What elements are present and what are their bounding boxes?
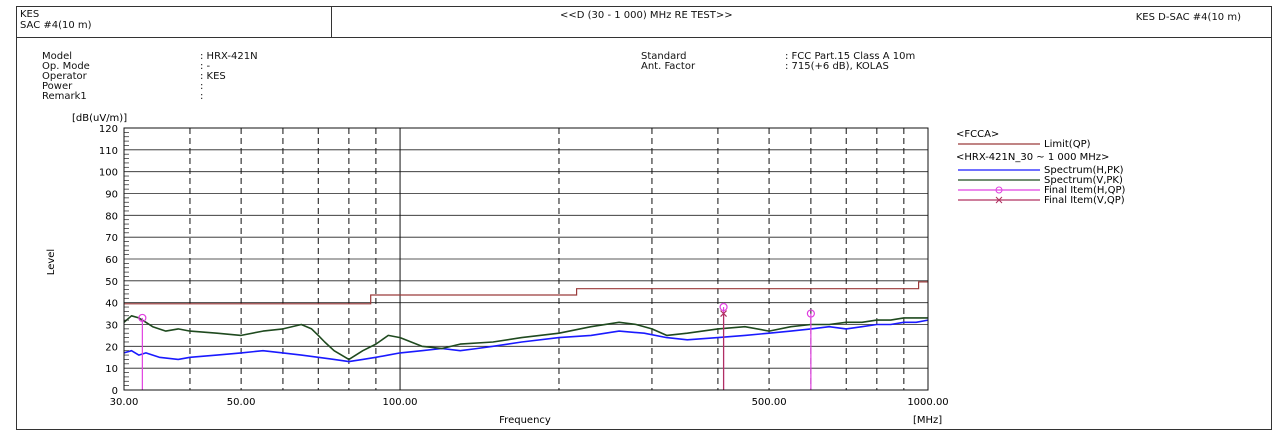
y-tick-label: 50 <box>105 277 118 288</box>
info-left-labels: Model Op. Mode Operator Power Remark1 <box>42 52 90 102</box>
y-tick-label: 0 <box>112 386 118 397</box>
x-tick-label: 50.00 <box>227 397 256 408</box>
info-value: : 715(+6 dB), KOLAS <box>785 61 889 72</box>
info-label: Operator <box>42 71 87 82</box>
legend-item-label: Spectrum(V,PK) <box>1044 175 1123 186</box>
axes: 0 10 20 30 40 50 60 70 80 90 100 110 120 30.00 50.00 10… <box>99 124 949 408</box>
info-label: Remark1 <box>42 91 87 102</box>
x-tick-label: 1000.00 <box>907 397 948 408</box>
info-left-values: : HRX-421N : - : KES : : <box>200 52 258 102</box>
x-tick-label: 500.00 <box>752 397 787 408</box>
y-tick-label: 30 <box>105 321 118 332</box>
y-tick-label: 90 <box>105 190 118 201</box>
x-unit-label: [MHz] <box>913 415 942 426</box>
y-tick-label: 40 <box>105 299 118 310</box>
test-site: KES D-SAC #4(10 m) <box>1135 12 1241 23</box>
legend-group-eut: <HRX-421N_30 ~ 1 000 MHz> <box>956 152 1109 163</box>
info-value: : - <box>200 61 211 72</box>
legend-group-standard: <FCCA> <box>956 129 999 140</box>
lab-name: KES <box>20 9 40 20</box>
y-tick-label: 60 <box>105 255 118 266</box>
x-tick-label: 30.00 <box>110 397 139 408</box>
y-tick-label: 110 <box>99 146 118 157</box>
final-item-marker <box>720 310 727 318</box>
header-frame <box>16 6 1272 38</box>
y-unit-label: [dB(uV/m)] <box>72 113 127 124</box>
limit-line <box>124 281 928 305</box>
spectrum-h-line <box>123 319 929 363</box>
legend-item-label: Final Item(V,QP) <box>1044 195 1125 206</box>
legend-marker <box>995 196 1003 204</box>
final-items <box>138 302 815 390</box>
plot-border <box>123 127 929 391</box>
legend-marker <box>995 186 1003 194</box>
x-tick-label: 100.00 <box>383 397 418 408</box>
info-value: : KES <box>200 71 226 82</box>
test-title: <<D (30 - 1 000) MHz RE TEST>> <box>560 10 733 21</box>
spectrum-v-line <box>123 314 928 361</box>
info-label: Power <box>42 81 73 92</box>
info-value: : <box>200 81 204 92</box>
header-lab-box: KES SAC #4(10 m) <box>16 6 332 38</box>
report-frame <box>16 38 1272 430</box>
info-value: : FCC Part.15 Class A 10m <box>785 51 916 62</box>
final-item-marker <box>719 302 728 312</box>
info-right-labels: Standard Ant. Factor <box>641 52 695 72</box>
y-tick-label: 100 <box>99 168 118 179</box>
y-tick-label: 20 <box>105 342 118 353</box>
x-axis-label: Frequency <box>499 415 551 426</box>
final-item-marker <box>138 313 147 323</box>
y-tick-label: 10 <box>105 364 118 375</box>
info-right-values: : FCC Part.15 Class A 10m : 715(+6 dB), … <box>785 52 915 72</box>
info-label: Standard <box>641 51 687 62</box>
legend-item-label: Spectrum(H,PK) <box>1044 165 1124 176</box>
grid <box>124 127 928 391</box>
legend-item-label: Limit(QP) <box>1044 139 1091 150</box>
series-lines <box>123 314 929 363</box>
info-label: Model <box>42 51 73 62</box>
info-value: : HRX-421N <box>200 51 258 62</box>
info-label: Ant. Factor <box>641 61 696 72</box>
legend-item-label: Final Item(H,QP) <box>1044 185 1125 196</box>
y-tick-label: 70 <box>105 233 118 244</box>
info-value: : <box>200 91 204 102</box>
y-tick-label: 120 <box>99 124 118 135</box>
legend: <FCCA> <HRX-421N_30 ~ 1 000 MHz> Limit(Q… <box>956 129 1125 206</box>
info-label: Op. Mode <box>42 61 90 72</box>
final-item-marker <box>806 309 815 318</box>
limit-qp-line <box>124 281 928 305</box>
lab-site: SAC #4(10 m) <box>20 20 92 31</box>
y-tick-label: 80 <box>105 211 118 222</box>
y-axis-label: Level <box>46 249 57 275</box>
